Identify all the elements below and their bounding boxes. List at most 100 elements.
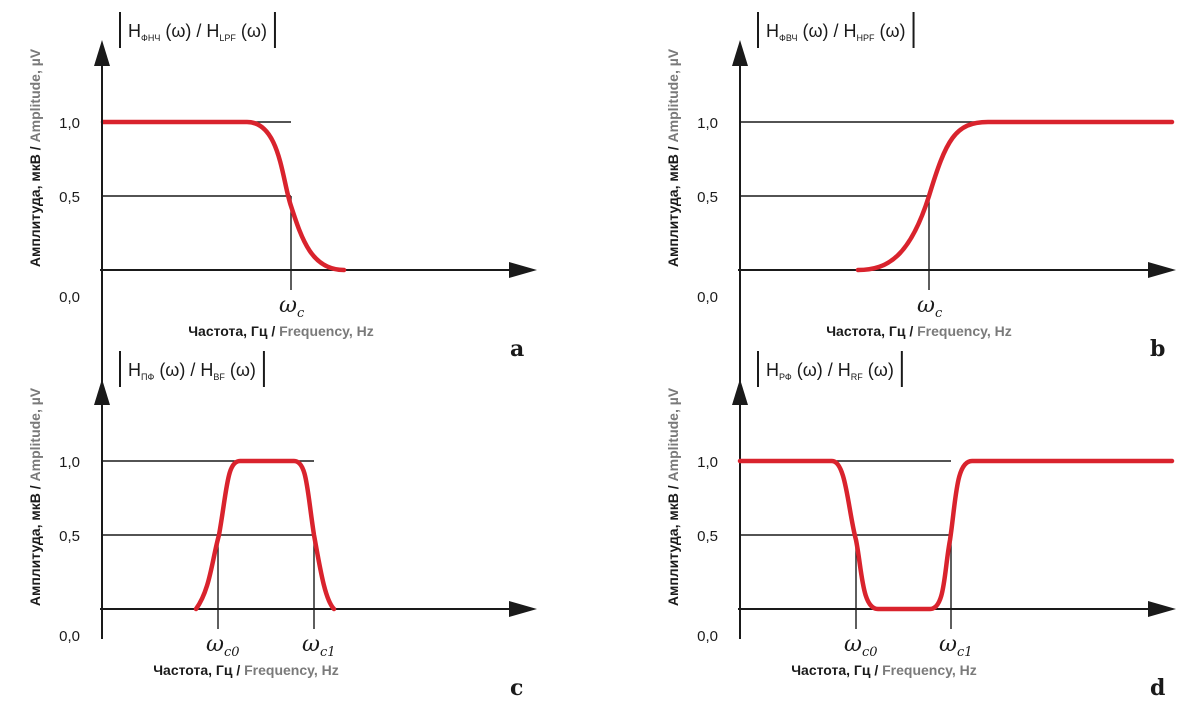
x-label-ru: Частота, Гц /: [791, 662, 882, 678]
title-sub2: LPF: [219, 33, 236, 43]
x-axis-arrow-icon: [509, 262, 537, 278]
title-h1: H: [766, 21, 779, 41]
omega-symbol: ω: [917, 293, 935, 318]
tick-zero-text: 0,0: [59, 289, 80, 306]
title-end: (ω): [236, 21, 267, 41]
y-label-ru: Амплитуда, мкВ /: [665, 481, 681, 606]
title-end: (ω): [863, 360, 894, 380]
title-sub1: РФ: [779, 372, 792, 382]
omega-subscript: c: [297, 306, 305, 321]
title-end: (ω): [875, 21, 906, 41]
transfer-function-title: HПФ (ω) / HBF (ω): [128, 360, 256, 382]
tick-label-1: 1,0: [697, 454, 718, 471]
omega-label-0: ωc0: [844, 632, 878, 660]
omega-symbol: ω: [302, 632, 320, 657]
omega-subscript: c1: [957, 645, 973, 660]
tick-half-text: 0,5: [697, 528, 718, 545]
response-curve: [737, 458, 1175, 612]
y-axis-label: Амплитуда, мкВ / Amplitude, µV: [665, 48, 681, 267]
y-axis-label: Амплитуда, мкВ / Amplitude, µV: [27, 387, 43, 606]
y-label-en: Amplitude, µV: [27, 387, 43, 481]
x-axis-arrow-icon: [1148, 262, 1176, 278]
y-label-ru: Амплитуда, мкВ /: [27, 481, 43, 606]
tick-label-half: 0,5: [697, 189, 718, 206]
y-label-en: Amplitude, µV: [27, 48, 43, 142]
tick-1-text: 1,0: [59, 454, 80, 471]
title-sub2: RF: [851, 372, 863, 382]
panel-b: 1,0 0,5 0,0 ωc Амплитуда, мкВ / Amplitude, µ…: [665, 12, 1176, 362]
tick-label-half: 0,5: [697, 528, 718, 545]
title-h1: H: [128, 360, 141, 380]
x-label-en: Frequency, Hz: [882, 662, 977, 678]
title-h1: H: [766, 360, 779, 380]
title-sub2: HPF: [857, 33, 876, 43]
x-label-en: Frequency, Hz: [244, 662, 339, 678]
x-axis-label: Частота, Гц / Frequency, Hz: [791, 662, 977, 678]
omega-label-0: ωc: [917, 293, 943, 321]
x-axis-arrow-icon: [1148, 601, 1176, 617]
transfer-function-title: HРФ (ω) / HRF (ω): [766, 360, 894, 382]
tick-label-zero: 0,0: [59, 628, 80, 645]
omega-label-0: ωc0: [206, 632, 240, 660]
panel-letter-text: b: [1150, 336, 1165, 362]
tick-half-text: 0,5: [59, 528, 80, 545]
tick-label-half: 0,5: [59, 528, 80, 545]
omega-subscript: c0: [862, 645, 878, 660]
omega-symbol: ω: [206, 632, 224, 657]
y-axis-label: Амплитуда, мкВ / Amplitude, µV: [27, 48, 43, 267]
tick-1-text: 1,0: [697, 454, 718, 471]
y-axis-arrow-icon: [94, 379, 110, 405]
tick-zero-text: 0,0: [697, 628, 718, 645]
title-sub2: BF: [213, 372, 225, 382]
tick-half-text: 0,5: [697, 189, 718, 206]
tick-label-zero: 0,0: [59, 289, 80, 306]
panel-letter-text: a: [510, 336, 524, 362]
x-label-ru: Частота, Гц /: [826, 323, 917, 339]
title-mid: (ω) / H: [792, 360, 851, 380]
transfer-function-title: HФНЧ (ω) / HLPF (ω): [128, 21, 267, 43]
title-sub1: ФНЧ: [141, 33, 160, 43]
x-label-ru: Частота, Гц /: [188, 323, 279, 339]
x-axis-label: Частота, Гц / Frequency, Hz: [826, 323, 1012, 339]
x-axis-arrow-icon: [509, 601, 537, 617]
omega-subscript: c: [935, 306, 943, 321]
title-sub1: ПФ: [141, 372, 154, 382]
tick-label-1: 1,0: [59, 454, 80, 471]
x-axis-label: Частота, Гц / Frequency, Hz: [153, 662, 339, 678]
y-label-ru: Амплитуда, мкВ /: [665, 142, 681, 267]
title-end: (ω): [225, 360, 256, 380]
response-curve: [855, 119, 1175, 273]
transfer-function-title: HФВЧ (ω) / HHPF (ω): [766, 21, 906, 43]
panel-letter-text: d: [1150, 675, 1165, 701]
title-mid: (ω) / H: [154, 360, 213, 380]
y-label-ru: Амплитуда, мкВ /: [27, 142, 43, 267]
title-mid: (ω) / H: [160, 21, 219, 41]
tick-label-zero: 0,0: [697, 628, 718, 645]
tick-label-1: 1,0: [59, 115, 80, 132]
tick-label-zero: 0,0: [697, 289, 718, 306]
omega-label-1: ωc1: [939, 632, 973, 660]
tick-label-1: 1,0: [697, 115, 718, 132]
omega-label-0: ωc: [279, 293, 305, 321]
response-curve: [100, 119, 347, 273]
omega-symbol: ω: [939, 632, 957, 657]
panel-letter: c: [510, 675, 523, 701]
tick-1-text: 1,0: [59, 115, 80, 132]
x-axis-label: Частота, Гц / Frequency, Hz: [188, 323, 374, 339]
tick-half-text: 0,5: [59, 189, 80, 206]
y-axis-arrow-icon: [732, 379, 748, 405]
x-label-en: Frequency, Hz: [279, 323, 374, 339]
panel-letter: b: [1150, 336, 1165, 362]
title-mid: (ω) / H: [797, 21, 856, 41]
omega-subscript: c1: [320, 645, 336, 660]
response-curve: [193, 458, 337, 612]
panel-letter-text: c: [510, 675, 523, 701]
panel-letter: d: [1150, 675, 1165, 701]
tick-zero-text: 0,0: [697, 289, 718, 306]
omega-label-1: ωc1: [302, 632, 336, 660]
x-label-en: Frequency, Hz: [917, 323, 1012, 339]
tick-1-text: 1,0: [697, 115, 718, 132]
